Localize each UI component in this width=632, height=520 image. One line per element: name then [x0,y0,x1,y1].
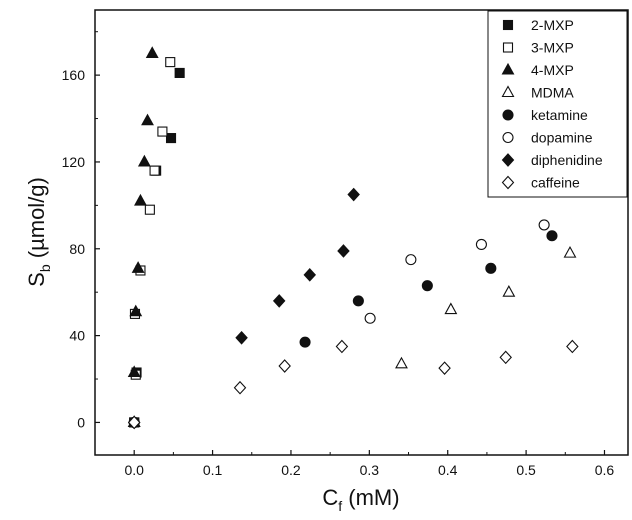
x-tick-label: 0.2 [281,462,301,478]
data-point [233,380,247,395]
data-point [364,312,376,324]
legend-marker [501,153,515,167]
legend-items: 2-MXP 3-MXP 4-MXP MDMA ketamine dopamine diphe… [501,17,603,191]
legend-label: MDMA [531,85,574,101]
data-point [149,165,160,176]
data-point [134,193,147,206]
legend-item-3-mxp: 3-MXP [502,40,574,56]
data-point [405,254,417,266]
legend-label: dopamine [531,130,593,146]
data-point [337,244,350,258]
legend: 2-MXP 3-MXP 4-MXP MDMA ketamine dopamine diphe… [487,10,628,198]
data-point [127,415,141,430]
data-point [235,330,248,345]
legend-label: ketamine [531,107,588,123]
data-point [395,356,408,369]
x-tick-label: 0.1 [203,462,223,478]
data-point [538,219,550,231]
y-tick-label: 80 [69,241,85,257]
data-point [499,350,512,365]
data-point [144,204,155,215]
data-point [131,261,145,273]
data-point [137,154,151,167]
data-point [444,302,458,315]
y-tick-label: 120 [62,154,86,170]
data-point [502,285,516,297]
x-tick-label: 0.4 [438,462,458,478]
series-mdma [127,245,577,427]
data-point [129,304,143,317]
data-point [141,113,154,126]
data-point [352,295,364,307]
data-point [174,67,185,79]
data-point [421,280,433,292]
data-point [145,46,159,58]
data-point [165,133,177,144]
legend-label: 2-MXP [531,17,574,33]
x-tick-label: 0.5 [516,462,536,478]
legend-item-ketamine: ketamine [502,107,588,123]
legend-label: diphenidine [531,152,603,168]
legend-marker [502,42,514,53]
data-point [485,262,497,274]
plot-frame [94,9,629,456]
x-axis-title: Cf (mM) [322,485,399,514]
data-point [566,339,579,354]
data-point [157,126,168,137]
legend-item-2-mxp: 2-MXP [502,17,574,33]
y-tick-label: 40 [69,328,85,344]
legend-label: 4-MXP [531,62,574,78]
x-axis-title-rest: (mM) [342,485,399,510]
data-point [335,339,349,354]
data-point [278,359,291,373]
data-point [303,268,317,282]
legend-box [487,10,628,198]
legend-marker [501,62,515,75]
data-point [475,238,487,250]
series-4-mxp [127,46,159,427]
data-points [127,46,579,430]
data-point [127,365,141,378]
legend-item-mdma: MDMA [501,85,574,101]
legend-label: 3-MXP [531,40,574,56]
data-point [299,336,311,348]
legend-marker [502,131,514,144]
series-caffeine [127,339,579,430]
legend-item-caffeine: caffeine [501,175,580,191]
x-axis: 0.0 0.1 0.2 0.3 0.4 0.5 0.6 [94,450,615,478]
x-tick-label: 0.3 [360,462,380,478]
legend-item-dopamine: dopamine [502,130,593,146]
x-tick-label: 0.6 [595,462,615,478]
x-tick-label: 0.0 [124,462,144,478]
legend-item-4-mxp: 4-MXP [501,62,574,78]
data-point [165,57,176,68]
series-diphenidine [127,187,360,430]
data-point [347,187,360,202]
legend-label: caffeine [531,175,580,191]
y-tick-label: 160 [62,67,86,83]
data-point [272,294,286,308]
data-point [438,361,451,375]
y-axis-title-main: S [24,272,49,287]
legend-marker [501,175,515,190]
legend-marker [501,85,515,98]
x-axis-title-main: C [322,485,338,510]
legend-item-diphenidine: diphenidine [501,152,603,168]
y-axis-title: Sb (µmol/g) [24,177,53,287]
y-tick-label: 0 [77,414,85,430]
legend-marker [502,19,514,31]
x-axis-title-subscript: f [338,498,342,514]
data-point [563,245,577,258]
y-axis: 0 40 80 120 160 [62,31,100,430]
series-ketamine [128,230,558,428]
data-point [546,230,558,242]
legend-marker [502,109,514,121]
y-axis-title-rest: (µmol/g) [24,177,49,264]
y-axis-title-subscript: b [37,264,53,272]
